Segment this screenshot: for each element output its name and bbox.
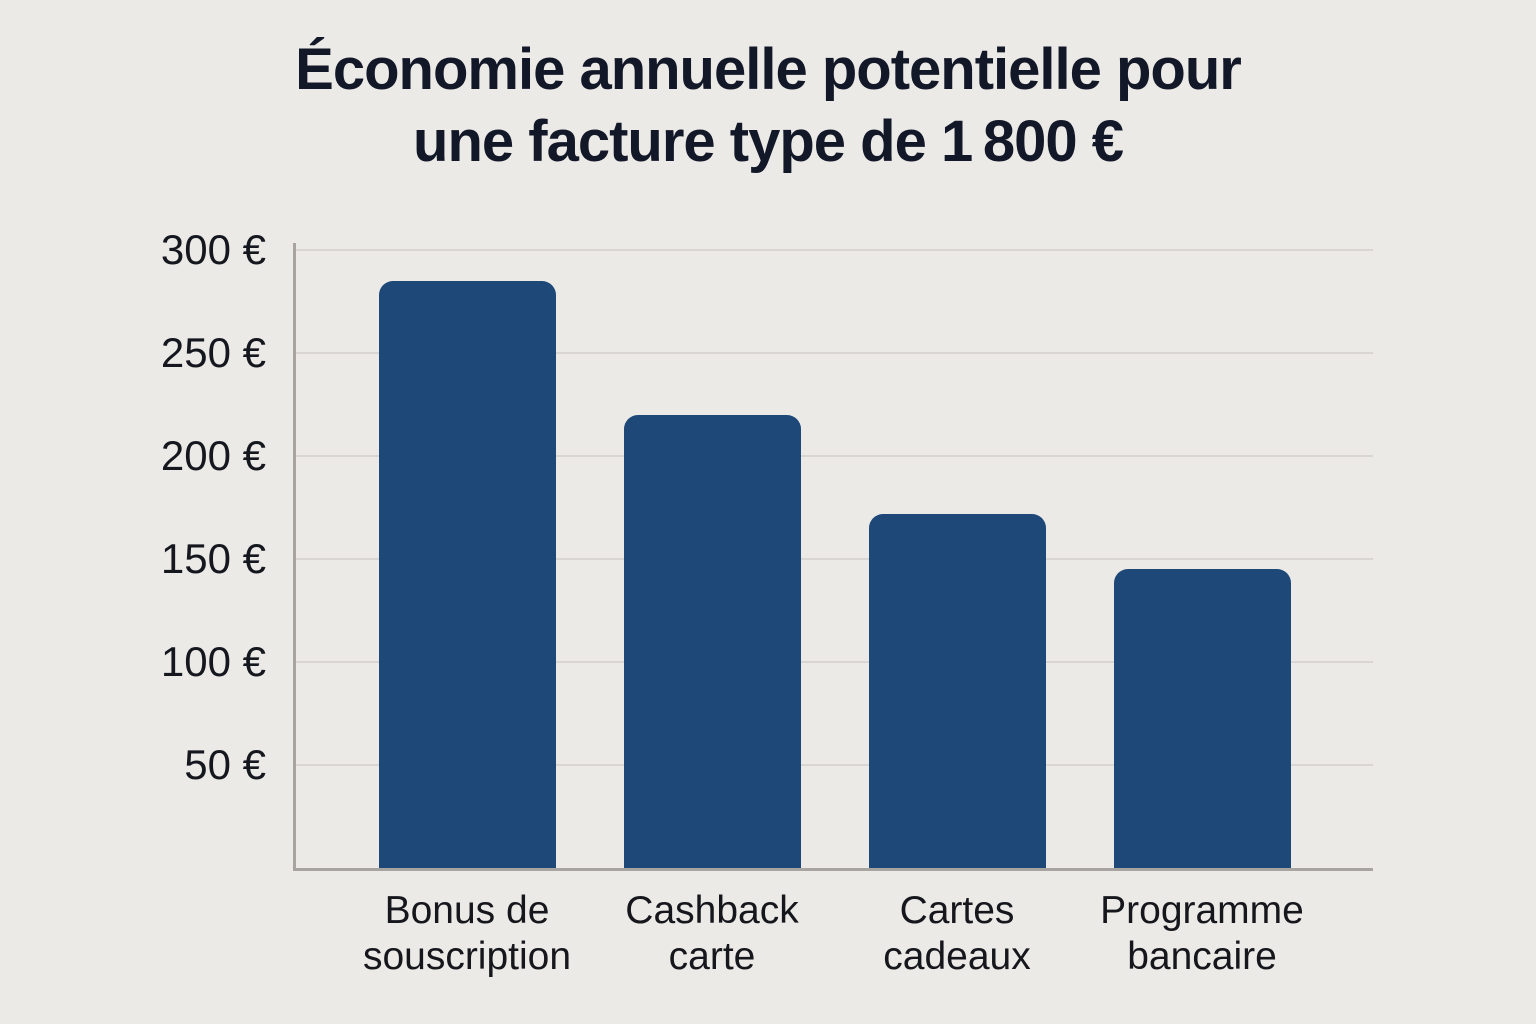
gridline-50: [296, 764, 1373, 767]
bar-programme-bancaire: [1113, 569, 1291, 868]
gridline-250: [296, 352, 1373, 354]
bar-cashback-carte: [623, 414, 801, 868]
gridline-150: [296, 558, 1373, 560]
y-axis-tick-labels: 50 € 100 € 150 € 200 € 250 € 300 €: [0, 226, 266, 868]
x-category-label-programme-bancaire: Programme bancaire: [1100, 889, 1304, 979]
plot-area: Bonus de souscription Cashback carte Carte…: [293, 243, 1373, 978]
y-tick-label-250: 250 €: [160, 329, 266, 376]
y-tick-label-200: 200 €: [160, 432, 266, 479]
bar-column-cashback-carte: Cashback carte: [623, 250, 801, 978]
gridline-100: [296, 661, 1373, 664]
bar-bonus-de-souscription: [378, 280, 556, 868]
x-category-label-bonus-de-souscription: Bonus de souscription: [362, 889, 572, 979]
x-category-label-cartes-cadeaux: Cartes cadeaux: [883, 889, 1031, 979]
x-axis-line: [293, 868, 1373, 871]
bar-column-bonus-de-souscription: Bonus de souscription: [363, 250, 571, 978]
bars-container: Bonus de souscription Cashback carte Carte…: [296, 250, 1373, 978]
y-tick-label-100: 100 €: [160, 638, 266, 685]
chart-title: Économie annuelle potentielle pour une f…: [295, 37, 1242, 174]
y-tick-label-300: 300 €: [160, 226, 266, 273]
gridline-200: [296, 455, 1373, 458]
y-tick-label-50: 50 €: [184, 741, 266, 788]
y-axis-line: [293, 243, 296, 871]
y-tick-label-150: 150 €: [160, 535, 266, 582]
bar-column-programme-bancaire: Programme bancaire: [1100, 250, 1304, 978]
bar-column-cartes-cadeaux: Cartes cadeaux: [868, 250, 1046, 978]
x-category-label-cashback-carte: Cashback carte: [625, 889, 799, 979]
gridline-300: [296, 249, 1373, 251]
bar-cartes-cadeaux: [868, 513, 1046, 868]
